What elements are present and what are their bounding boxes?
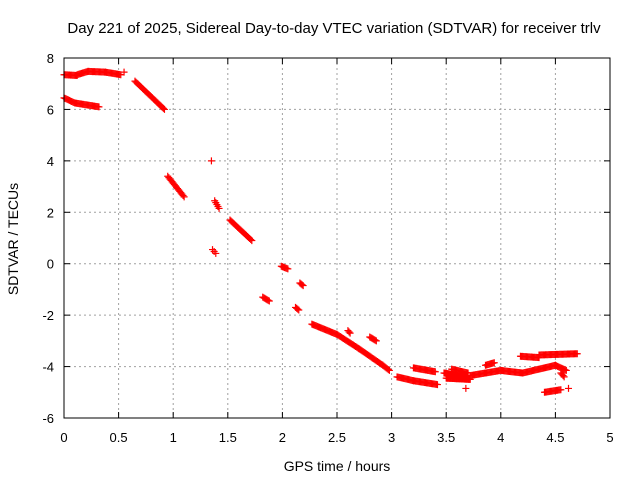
data-point	[490, 359, 498, 367]
grid-layer	[64, 58, 610, 418]
x-tick-label: 4	[497, 430, 504, 445]
x-tick-label: 3.5	[437, 430, 455, 445]
data-point	[299, 282, 307, 290]
data-point	[573, 350, 581, 358]
x-axis-label: GPS time / hours	[284, 458, 391, 474]
x-tick-label: 3	[388, 430, 395, 445]
data-point	[247, 236, 255, 244]
y-tick-label: 6	[47, 102, 54, 117]
data-point	[212, 249, 220, 257]
data-point	[557, 386, 565, 394]
data-point	[248, 237, 256, 245]
data-point	[345, 328, 353, 336]
chart-title: Day 221 of 2025, Sidereal Day-to-day VTE…	[67, 20, 601, 37]
data-point	[179, 191, 187, 199]
y-tick-label: -4	[42, 360, 54, 375]
y-tick-label: 0	[47, 257, 54, 272]
data-point	[159, 104, 167, 112]
data-point	[215, 204, 223, 212]
data-point	[284, 265, 292, 273]
data-point	[462, 384, 470, 392]
x-tick-label: 1.5	[219, 430, 237, 445]
data-point	[559, 372, 567, 380]
data-point	[298, 281, 306, 289]
data-point	[562, 366, 570, 374]
data-point	[431, 368, 439, 376]
x-tick-label: 0.5	[110, 430, 128, 445]
data-point	[385, 366, 393, 374]
y-axis-label: SDTVAR / TECUs	[5, 183, 21, 295]
data-point	[295, 306, 303, 314]
data-point	[294, 305, 302, 313]
data-point	[560, 373, 568, 381]
data-point	[372, 337, 380, 345]
data-point	[207, 157, 215, 165]
data-point	[265, 297, 273, 305]
data-point	[346, 329, 354, 337]
x-tick-label: 4.5	[546, 430, 564, 445]
x-tick-label: 1	[170, 430, 177, 445]
y-tick-label: -2	[42, 308, 54, 323]
y-tick-label: 2	[47, 205, 54, 220]
data-point	[180, 193, 188, 201]
data-point	[384, 366, 392, 374]
y-tick-label: -6	[42, 411, 54, 426]
tick-layer: 0 0.5 1 1.5 2 2.5 3 3.5 4 4.5 5 -6 -4 -2 0 2 4 6 8	[42, 51, 613, 445]
data-points-layer	[60, 67, 581, 396]
x-tick-label: 2	[279, 430, 286, 445]
data-point	[264, 296, 272, 304]
data-point	[160, 105, 168, 113]
data-point	[371, 336, 379, 344]
x-tick-label: 5	[606, 430, 613, 445]
data-point	[120, 68, 128, 76]
data-point	[565, 384, 573, 392]
data-point	[433, 381, 441, 389]
x-tick-label: 2.5	[328, 430, 346, 445]
data-point	[95, 103, 103, 111]
x-tick-label: 0	[60, 430, 67, 445]
y-tick-label: 8	[47, 51, 54, 66]
y-tick-label: 4	[47, 154, 54, 169]
